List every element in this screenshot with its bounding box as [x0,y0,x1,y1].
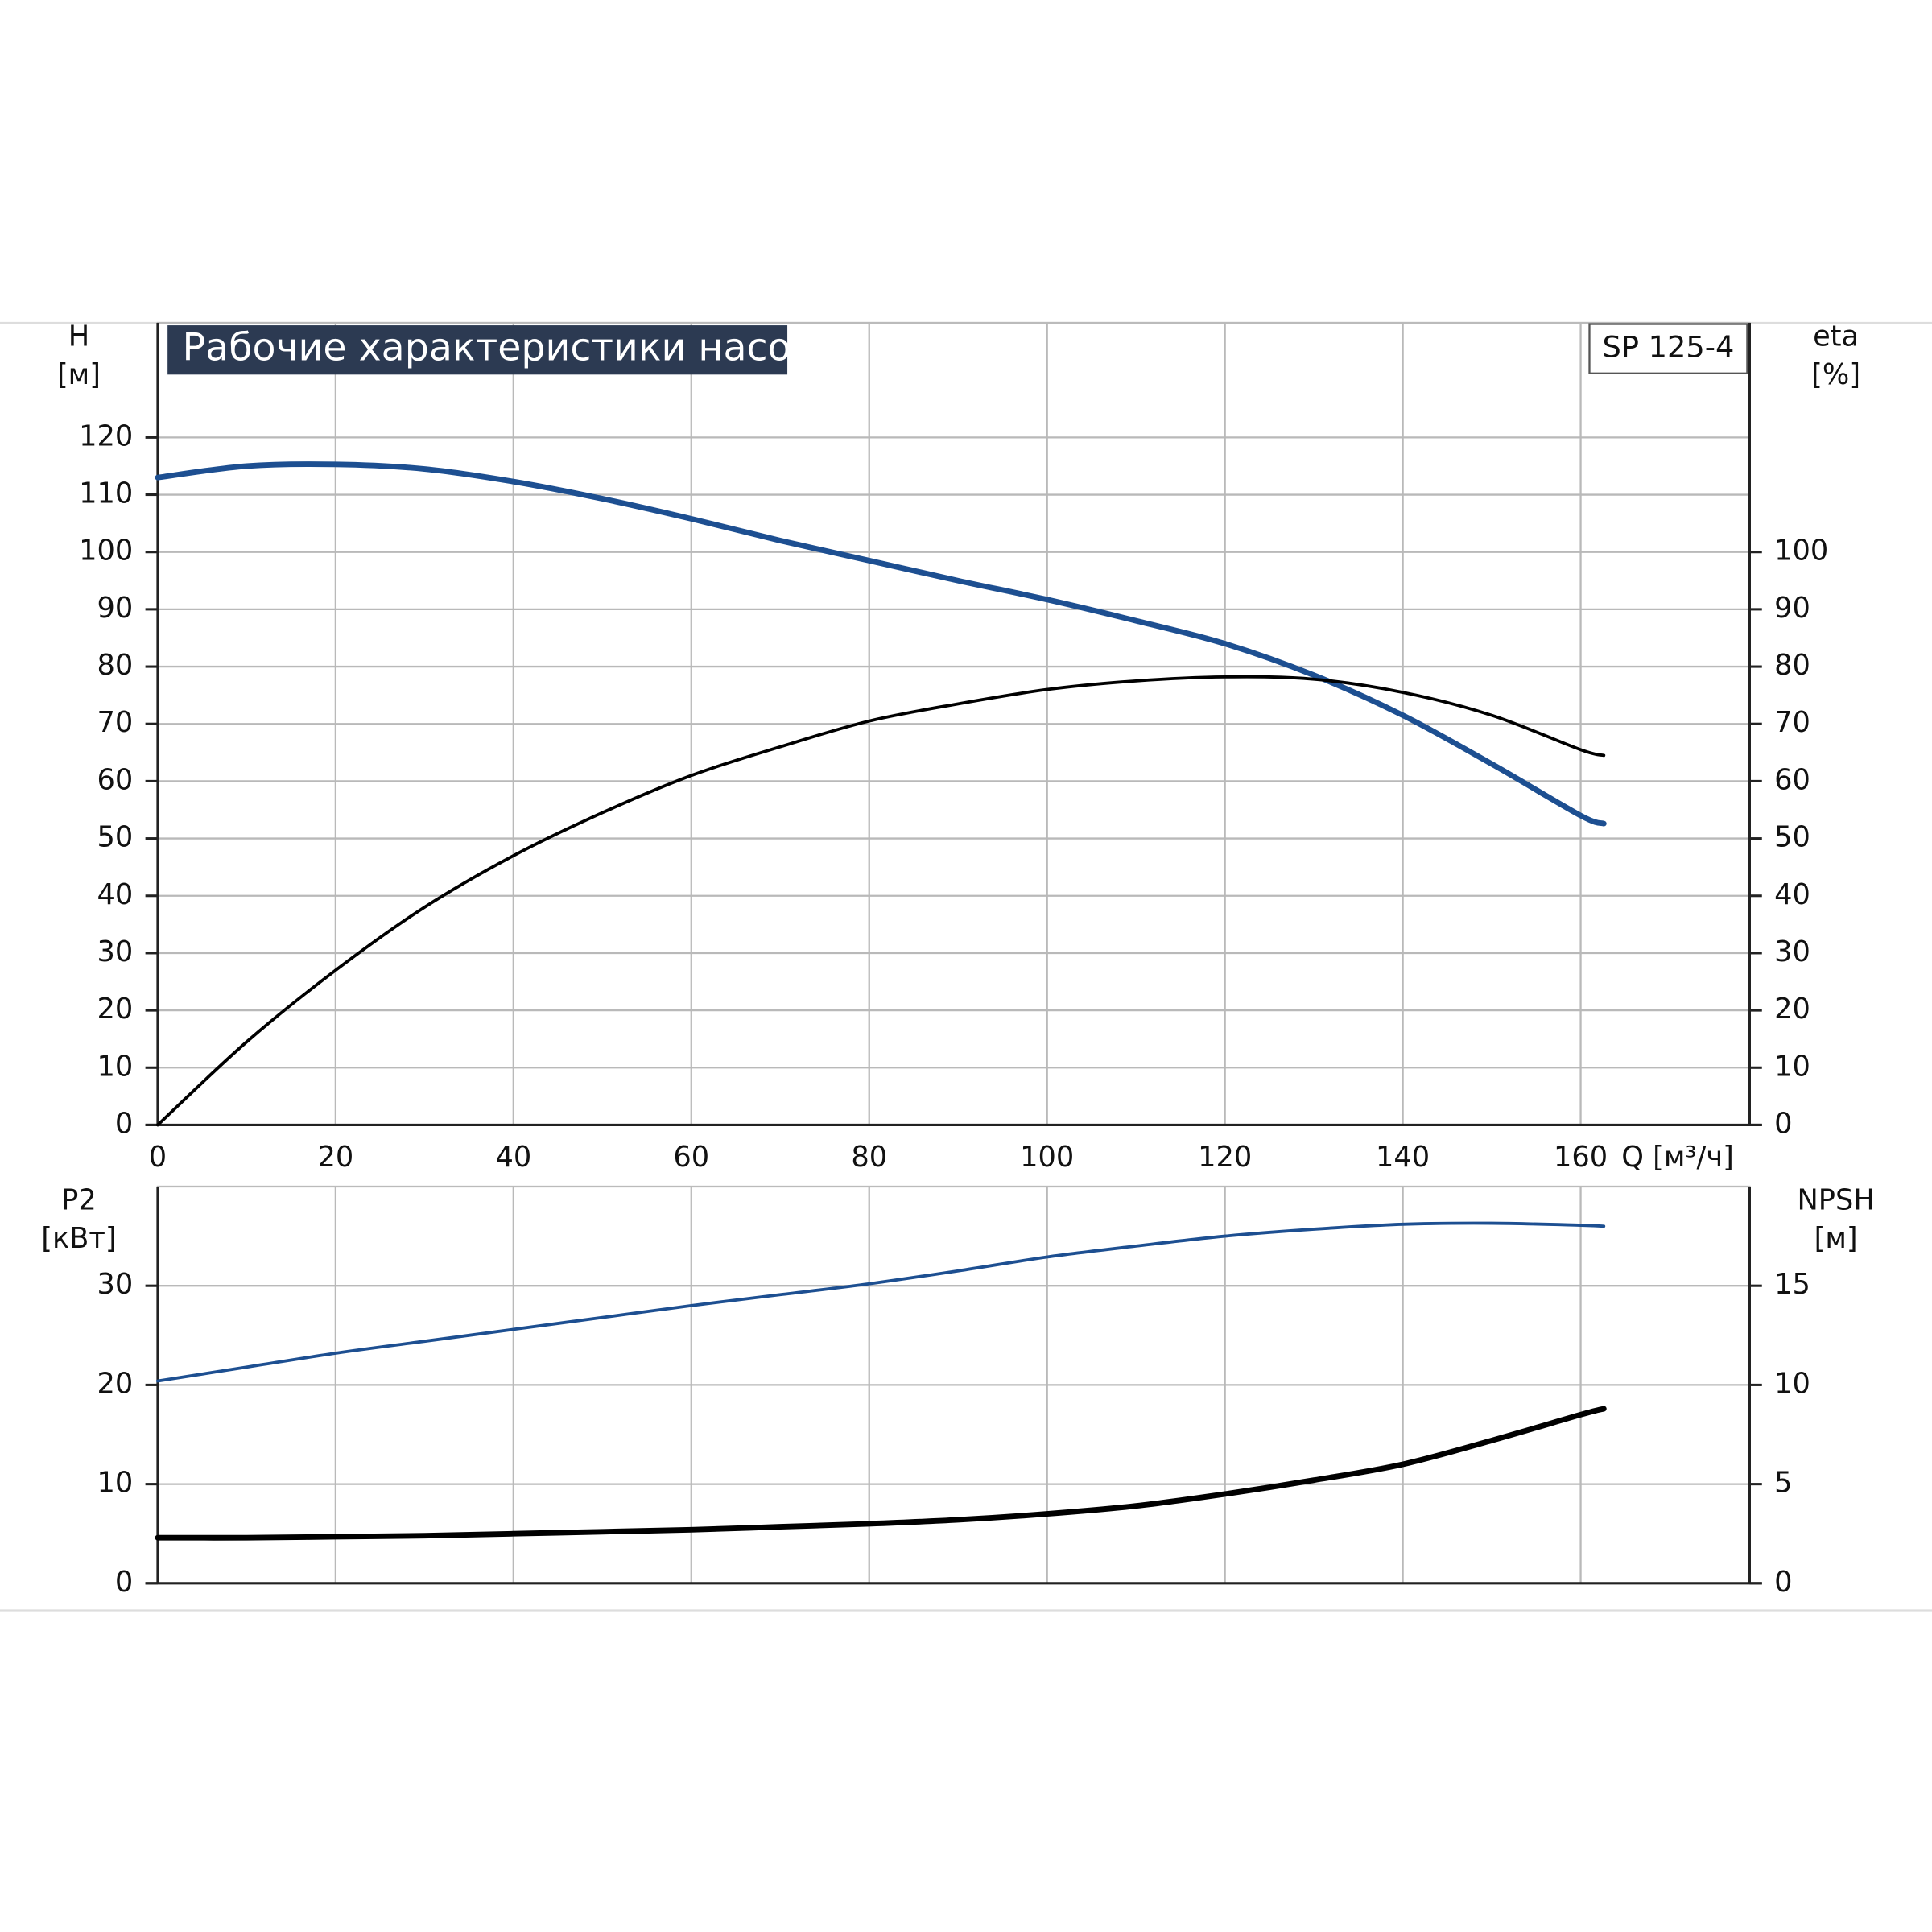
y2-axis-unit: [%] [1811,358,1860,391]
y-tick-label: 30 [97,1268,134,1301]
y-axis-label: H [68,320,89,353]
y-tick-label: 80 [97,649,134,682]
y-tick-label: 100 [79,535,133,568]
series-line [156,1221,1606,1383]
x-tick-label: 140 [1376,1141,1430,1174]
y2-tick-label: 60 [1774,763,1810,796]
model-box [1588,323,1748,374]
y2-tick-label: 20 [1774,993,1810,1026]
y2-tick-label: 70 [1774,706,1810,739]
y-axis-label: P2 [61,1183,97,1216]
y2-tick-label: 40 [1774,878,1810,911]
y-tick-label: 30 [97,935,134,968]
y2-tick-label: 50 [1774,821,1810,854]
y-tick-label: 10 [97,1467,134,1500]
x-tick-label: 80 [851,1141,887,1174]
y2-tick-label: 10 [1774,1050,1810,1083]
y-tick-label: 0 [115,1107,133,1140]
plot: 0 20 40 60 80 100 120 140 1600102030405060708090… [57,320,1860,1173]
y-tick-label: 20 [97,993,134,1026]
title-box [167,325,788,375]
y-tick-label: 50 [97,821,134,854]
y2-tick-label: 80 [1774,649,1810,682]
x-tick-label: 100 [1020,1141,1074,1174]
x-tick-label: 160 [1554,1141,1608,1174]
y-tick-label: 110 [79,477,133,510]
x-tick-label: 60 [673,1141,709,1174]
y2-tick-label: 5 [1774,1467,1792,1500]
x-tick-label: 20 [317,1141,353,1174]
y-tick-label: 20 [97,1367,134,1400]
y2-tick-label: 0 [1774,1107,1792,1140]
y-tick-label: 90 [97,592,134,625]
model-label: SP 125-4 [1603,330,1735,365]
y2-tick-label: 10 [1774,1367,1810,1400]
y2-tick-label: 0 [1774,1566,1792,1599]
x-tick-label: 120 [1198,1141,1252,1174]
y-tick-label: 10 [97,1050,134,1083]
y2-tick-label: 100 [1774,535,1828,568]
y2-tick-label: 90 [1774,592,1810,625]
y-tick-label: 60 [97,763,134,796]
y-axis-unit: [м] [57,358,101,391]
y-axis-unit: [кВт] [41,1222,116,1255]
series-line [155,1406,1607,1541]
chart-title: Рабочие характеристики насоса [183,326,836,370]
y2-axis-unit: [м] [1814,1222,1858,1255]
series-line [155,461,1607,827]
y2-axis-label: eta [1813,320,1859,353]
y2-axis-label: NPSH [1797,1183,1874,1216]
y-tick-label: 0 [115,1566,133,1599]
x-tick-label: 0 [149,1141,167,1174]
y-tick-label: 120 [79,419,133,452]
y-tick-label: 70 [97,706,134,739]
y2-tick-label: 15 [1774,1268,1810,1301]
series-line [156,675,1606,1127]
x-tick-label: 40 [495,1141,531,1174]
y2-tick-label: 30 [1774,935,1810,968]
y-tick-label: 40 [97,878,134,911]
plot: 0 10 20 30 0 5 10 15 P2 [кВт] NPSH [м] [41,1183,1875,1598]
x-axis-label: Q [м³/ч] [1621,1141,1734,1174]
